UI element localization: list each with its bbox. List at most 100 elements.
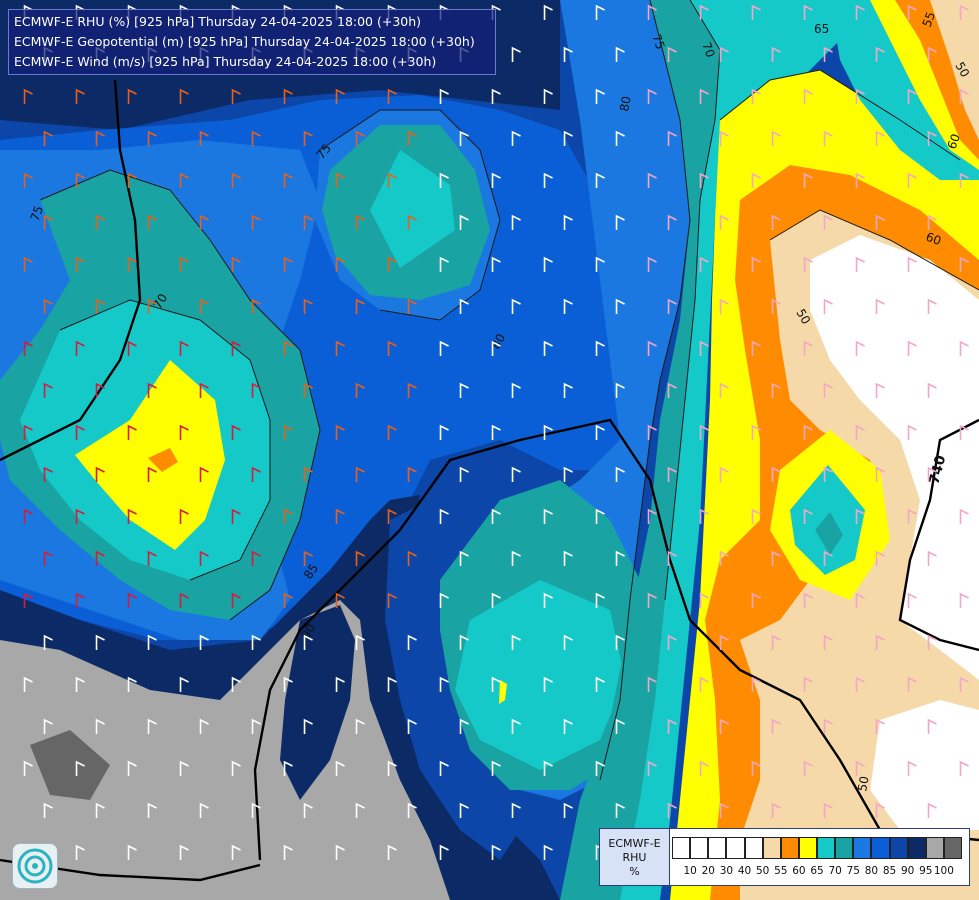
wind-barb — [387, 172, 397, 188]
wind-barb — [439, 508, 449, 524]
legend-swatch — [798, 837, 817, 859]
wind-barb — [283, 592, 293, 608]
wind-barb — [615, 802, 625, 818]
wind-barb — [23, 424, 33, 440]
wind-barb — [303, 382, 313, 398]
wind-barb — [543, 676, 553, 692]
wind-barb — [199, 802, 209, 818]
wind-barb — [75, 508, 85, 524]
wind-barb — [803, 340, 813, 356]
wind-barb — [199, 466, 209, 482]
wind-barb — [179, 676, 189, 692]
wind-barb — [615, 130, 625, 146]
wind-barb — [335, 508, 345, 524]
wind-barb — [491, 88, 501, 104]
wind-barb — [907, 340, 917, 356]
wind-barb — [511, 382, 521, 398]
wind-barb — [959, 4, 969, 20]
wind-barb — [43, 802, 53, 818]
wind-barb — [231, 340, 241, 356]
wind-barb — [875, 550, 885, 566]
wind-barb — [303, 214, 313, 230]
wind-barb — [855, 4, 865, 20]
legend-model: ECMWF-E — [608, 837, 661, 850]
wind-barb — [959, 676, 969, 692]
wind-barb — [803, 760, 813, 776]
wind-barb — [283, 340, 293, 356]
wind-barb — [231, 256, 241, 272]
wind-barb — [43, 214, 53, 230]
wind-barb — [907, 88, 917, 104]
wind-barb — [335, 844, 345, 860]
wind-barb — [147, 466, 157, 482]
wind-barb — [23, 172, 33, 188]
map-header: ECMWF-E RHU (%) [925 hPa] Thursday 24-04… — [8, 9, 496, 75]
wind-barb — [127, 760, 137, 776]
contour-label: 50 — [793, 307, 813, 327]
wind-barb — [179, 844, 189, 860]
wind-barb — [667, 550, 677, 566]
wind-barb — [563, 130, 573, 146]
wind-barb — [75, 424, 85, 440]
wind-barb — [95, 634, 105, 650]
wind-barb — [75, 760, 85, 776]
wind-barb — [459, 550, 469, 566]
legend-tick-label: 20 — [701, 865, 715, 877]
wind-barb — [615, 298, 625, 314]
wind-barb — [407, 382, 417, 398]
wind-barb — [179, 256, 189, 272]
wind-barb — [439, 172, 449, 188]
wind-barb — [667, 382, 677, 398]
wind-barb — [803, 592, 813, 608]
legend-tick-label: 30 — [719, 865, 734, 877]
wind-barb — [563, 802, 573, 818]
wind-barb — [407, 298, 417, 314]
wind-barb — [283, 424, 293, 440]
wind-barb — [875, 298, 885, 314]
wind-barb — [927, 382, 937, 398]
legend-variable: RHU — [622, 851, 647, 864]
wind-barb — [595, 88, 605, 104]
wind-barb — [303, 634, 313, 650]
wind-barb — [43, 550, 53, 566]
wind-barb — [335, 592, 345, 608]
wind-barb — [927, 802, 937, 818]
wind-barb — [803, 256, 813, 272]
wind-barb — [43, 130, 53, 146]
legend-tick-label: 95 — [919, 865, 933, 877]
wind-barb — [251, 718, 261, 734]
wind-barb — [199, 382, 209, 398]
wind-barb — [355, 718, 365, 734]
wind-barb — [459, 718, 469, 734]
wind-barb — [595, 676, 605, 692]
wind-barb — [23, 760, 33, 776]
wind-barb — [439, 88, 449, 104]
wind-barb — [823, 130, 833, 146]
legend-swatch — [744, 837, 763, 859]
rhu-65-area-south — [455, 580, 625, 770]
wind-barb — [387, 424, 397, 440]
wind-barb — [563, 634, 573, 650]
wind-barb — [823, 214, 833, 230]
wind-barb — [199, 550, 209, 566]
wind-barb — [43, 382, 53, 398]
wind-barb — [199, 718, 209, 734]
legend-swatch — [817, 837, 836, 859]
wind-barb — [179, 508, 189, 524]
wind-barb — [43, 298, 53, 314]
wind-barb — [251, 130, 261, 146]
wind-barb — [595, 760, 605, 776]
wind-barb — [719, 466, 729, 482]
wind-barb — [719, 718, 729, 734]
wind-barb — [147, 130, 157, 146]
wind-barb — [23, 592, 33, 608]
wind-barb — [595, 172, 605, 188]
wind-barb — [459, 130, 469, 146]
wind-barb — [855, 172, 865, 188]
wind-barb — [127, 592, 137, 608]
wind-barb — [647, 508, 657, 524]
wind-barb — [803, 4, 813, 20]
wind-barb — [699, 508, 709, 524]
header-line-wind: ECMWF-E Wind (m/s) [925 hPa] Thursday 24… — [14, 54, 437, 69]
